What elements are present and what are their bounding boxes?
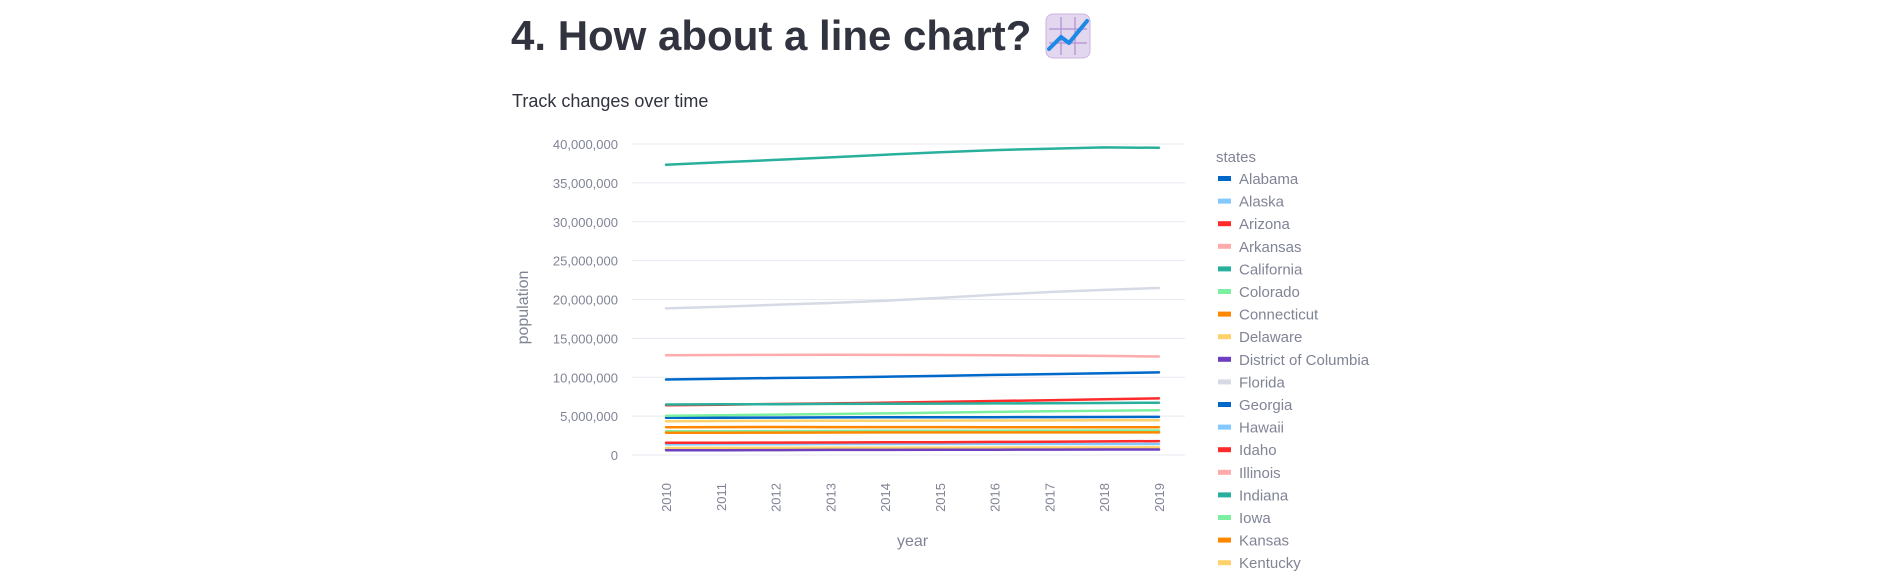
legend-swatch [1218,424,1231,430]
page-title: 4. How about a line chart? [511,8,1091,64]
series-line-illinois[interactable] [664,353,1161,358]
x-tick-label: 2012 [769,483,784,512]
series-line-colorado[interactable] [664,408,1161,418]
legend-swatch [1218,447,1231,453]
series-line-florida[interactable] [664,286,1161,310]
y-tick-label: 15,000,000 [553,331,618,346]
x-tick-label: 2010 [659,483,674,512]
legend-swatch [1218,176,1231,181]
y-tick-label: 20,000,000 [553,293,618,308]
legend-swatch [1218,311,1231,317]
legend-label[interactable]: Kentucky [1239,555,1301,572]
y-tick-label: 10,000,000 [553,370,618,385]
legend-label[interactable]: Kansas [1239,533,1289,550]
legend-label[interactable]: Arkansas [1239,239,1302,256]
legend-label[interactable]: Arizona [1239,216,1291,233]
legend-title: states [1216,149,1256,166]
y-tick-label: 0 [611,448,618,463]
series-line-indiana[interactable] [664,401,1161,406]
legend-swatch [1218,515,1231,520]
legend-swatch [1218,402,1231,407]
legend-label[interactable]: Indiana [1239,487,1289,504]
legend-label[interactable]: Florida [1239,374,1286,391]
x-tick-label: 2016 [988,483,1003,512]
x-tick-label: 2017 [1042,483,1057,512]
legend-swatch [1218,537,1231,543]
legend-label[interactable]: Idaho [1239,442,1277,459]
series-line-kentucky[interactable] [664,419,1161,423]
series-line-alabama[interactable] [664,415,1161,420]
x-tick-label: 2014 [878,483,893,512]
legend-swatch [1218,560,1231,566]
legend-swatch [1218,469,1231,475]
y-tick-label: 30,000,000 [553,215,618,230]
x-tick-label: 2013 [823,483,838,512]
y-axis-title: population [515,271,532,345]
page-title-text: 4. How about a line chart? [511,12,1032,59]
y-tick-label: 5,000,000 [560,409,618,424]
x-tick-label: 2019 [1152,483,1167,512]
legend-label[interactable]: Connecticut [1239,307,1319,324]
legend-label[interactable]: Alabama [1239,171,1299,188]
legend-swatch [1218,266,1231,272]
legend-swatch [1218,334,1231,340]
legend-swatch [1218,198,1231,204]
legend-label[interactable]: Illinois [1239,465,1281,482]
chart-caption: Track changes over time [512,91,709,111]
legend-label[interactable]: Alaska [1239,194,1285,211]
y-tick-label: 35,000,000 [553,176,618,191]
series-line-california[interactable] [664,146,1161,167]
legend-swatch [1218,289,1231,294]
chart-increasing-icon [1045,13,1091,59]
y-tick-label: 25,000,000 [553,254,618,269]
x-tick-label: 2015 [933,483,948,512]
series-line-georgia[interactable] [664,371,1161,381]
legend-label[interactable]: California [1239,261,1303,278]
legend-label[interactable]: Delaware [1239,329,1302,346]
legend-label[interactable]: Colorado [1239,284,1300,301]
series-line-hawaii[interactable] [664,442,1161,446]
legend-label[interactable]: Georgia [1239,397,1293,414]
x-axis-title: year [897,533,929,550]
series-line-district-of-columbia[interactable] [664,448,1161,452]
y-tick-label: 40,000,000 [553,137,618,152]
legend-swatch [1218,379,1231,385]
legend-swatch [1218,243,1231,249]
x-tick-label: 2011 [714,483,729,511]
series-line-delaware[interactable] [664,446,1161,450]
legend-swatch [1218,356,1231,362]
legend-swatch [1218,221,1231,227]
series-line-idaho[interactable] [664,439,1161,445]
x-tick-label: 2018 [1097,483,1112,512]
legend-label[interactable]: District of Columbia [1239,352,1370,369]
series-line-iowa[interactable] [664,429,1161,433]
legend-label[interactable]: Iowa [1239,510,1271,527]
legend-label[interactable]: Hawaii [1239,420,1284,437]
legend-swatch [1218,492,1231,498]
